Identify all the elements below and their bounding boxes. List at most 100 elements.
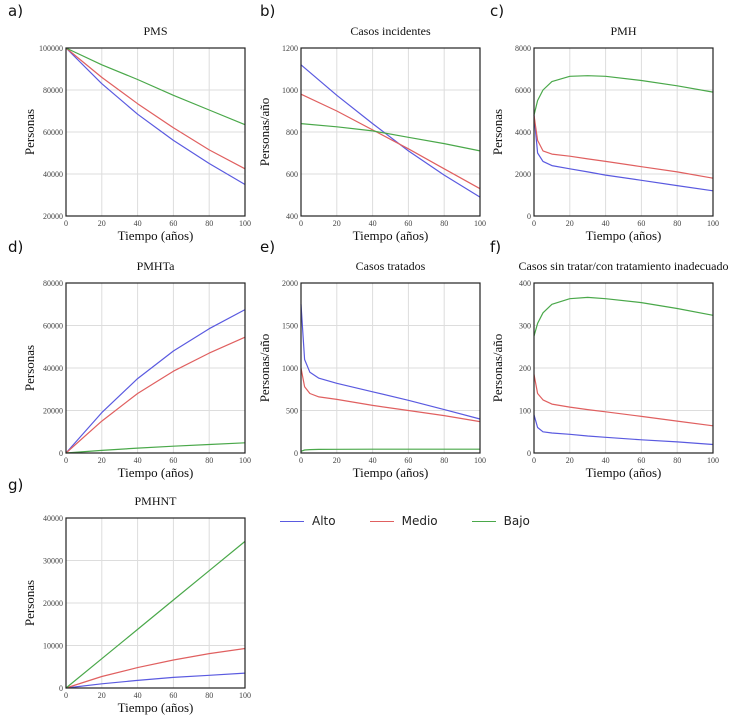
x-tick-label: 0 bbox=[64, 691, 68, 700]
chart-title: PMH bbox=[610, 24, 636, 38]
series-line-alto bbox=[300, 64, 481, 198]
panel-label: f) bbox=[490, 238, 501, 256]
x-axis-label: Tiempo (años) bbox=[118, 228, 194, 243]
plot-frame bbox=[300, 282, 481, 454]
y-tick-label: 1000 bbox=[282, 364, 298, 373]
x-tick-label: 80 bbox=[440, 219, 448, 228]
chart-title: PMHTa bbox=[137, 259, 176, 273]
y-tick-label: 8000 bbox=[515, 44, 531, 53]
series-line-alto bbox=[300, 304, 481, 420]
series-line-bajo bbox=[65, 442, 246, 454]
x-tick-label: 20 bbox=[98, 219, 106, 228]
y-tick-label: 30000 bbox=[43, 557, 63, 566]
y-tick-label: 0 bbox=[527, 449, 531, 458]
y-tick-label: 1500 bbox=[282, 322, 298, 331]
x-tick-label: 80 bbox=[673, 456, 681, 465]
legend-swatch-alto bbox=[280, 520, 304, 522]
legend: Alto Medio Bajo bbox=[280, 514, 530, 528]
plot-frame bbox=[300, 47, 481, 217]
legend-label: Medio bbox=[401, 514, 438, 528]
y-tick-label: 6000 bbox=[515, 86, 531, 95]
panel-label: g) bbox=[8, 476, 23, 494]
legend-label: Bajo bbox=[503, 514, 530, 528]
y-tick-label: 200 bbox=[519, 364, 531, 373]
series-line-medio bbox=[65, 647, 246, 689]
panel-label: b) bbox=[260, 2, 275, 20]
y-tick-label: 20000 bbox=[43, 407, 63, 416]
chart-title: PMHNT bbox=[134, 494, 177, 508]
x-tick-label: 0 bbox=[532, 456, 536, 465]
x-axis-label: Tiempo (años) bbox=[353, 465, 429, 480]
y-axis-label: Personas bbox=[22, 345, 37, 391]
series-line-medio bbox=[300, 367, 481, 423]
x-tick-label: 60 bbox=[169, 219, 177, 228]
chart-title: PMS bbox=[143, 24, 167, 38]
y-tick-label: 80000 bbox=[43, 86, 63, 95]
series-line-bajo bbox=[300, 123, 481, 152]
panel-label: c) bbox=[490, 2, 504, 20]
series-line-alto bbox=[65, 672, 246, 689]
x-tick-label: 40 bbox=[369, 456, 377, 465]
x-tick-label: 100 bbox=[239, 219, 251, 228]
x-tick-label: 60 bbox=[169, 691, 177, 700]
x-tick-label: 80 bbox=[205, 456, 213, 465]
y-tick-label: 0 bbox=[527, 212, 531, 221]
y-tick-label: 800 bbox=[286, 128, 298, 137]
x-tick-label: 100 bbox=[474, 219, 486, 228]
y-tick-label: 20000 bbox=[43, 212, 63, 221]
x-axis-label: Tiempo (años) bbox=[118, 465, 194, 480]
y-axis-label: Personas bbox=[22, 109, 37, 155]
series-line-alto bbox=[65, 47, 246, 186]
series-line-medio bbox=[533, 374, 714, 427]
y-tick-label: 100 bbox=[519, 407, 531, 416]
x-tick-label: 60 bbox=[404, 219, 412, 228]
y-tick-label: 400 bbox=[519, 279, 531, 288]
x-tick-label: 100 bbox=[707, 219, 719, 228]
x-tick-label: 20 bbox=[333, 219, 341, 228]
y-tick-label: 2000 bbox=[515, 170, 531, 179]
plot-frame bbox=[533, 282, 714, 454]
series-line-alto bbox=[65, 309, 246, 454]
x-tick-label: 20 bbox=[566, 456, 574, 465]
x-tick-label: 40 bbox=[134, 691, 142, 700]
y-tick-label: 100000 bbox=[39, 44, 63, 53]
series-line-bajo bbox=[533, 75, 714, 116]
y-axis-label: Personas bbox=[490, 109, 505, 155]
x-tick-label: 60 bbox=[169, 456, 177, 465]
y-axis-label: Personas/año bbox=[257, 98, 272, 167]
y-tick-label: 0 bbox=[59, 684, 63, 693]
y-tick-label: 4000 bbox=[515, 128, 531, 137]
x-tick-label: 100 bbox=[707, 456, 719, 465]
y-tick-label: 20000 bbox=[43, 599, 63, 608]
series-line-alto bbox=[533, 115, 714, 192]
x-axis-label: Tiempo (años) bbox=[586, 465, 662, 480]
panel-label: e) bbox=[260, 238, 275, 256]
chart-title: Casos incidentes bbox=[350, 24, 431, 38]
plot-frame bbox=[65, 47, 246, 217]
y-tick-label: 400 bbox=[286, 212, 298, 221]
x-tick-label: 40 bbox=[134, 219, 142, 228]
y-tick-label: 60000 bbox=[43, 322, 63, 331]
y-tick-label: 40000 bbox=[43, 514, 63, 523]
x-tick-label: 40 bbox=[369, 219, 377, 228]
chart-title: Casos sin tratar/con tratamiento inadecu… bbox=[519, 259, 729, 273]
plot-frame bbox=[65, 282, 246, 454]
x-tick-label: 100 bbox=[239, 456, 251, 465]
x-axis-label: Tiempo (años) bbox=[586, 228, 662, 243]
panel-label: a) bbox=[8, 2, 23, 20]
panel-label: d) bbox=[8, 238, 23, 256]
legend-item-medio: Medio bbox=[369, 514, 438, 528]
legend-swatch-medio bbox=[369, 520, 394, 522]
series-line-bajo bbox=[65, 540, 246, 689]
x-tick-label: 40 bbox=[602, 219, 610, 228]
y-tick-label: 2000 bbox=[282, 279, 298, 288]
x-tick-label: 20 bbox=[566, 219, 574, 228]
x-axis-label: Tiempo (años) bbox=[118, 700, 194, 715]
y-tick-label: 0 bbox=[59, 449, 63, 458]
series-line-alto bbox=[533, 414, 714, 446]
y-axis-label: Personas/año bbox=[490, 334, 505, 403]
series-line-medio bbox=[533, 115, 714, 179]
x-tick-label: 100 bbox=[474, 456, 486, 465]
x-tick-label: 20 bbox=[98, 456, 106, 465]
